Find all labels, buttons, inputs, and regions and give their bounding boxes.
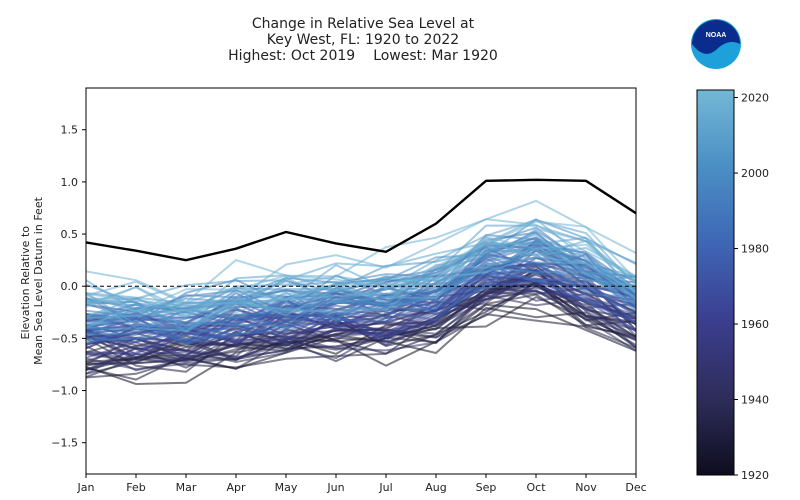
x-tick-label: Jun <box>326 481 344 494</box>
x-tick-label: Mar <box>176 481 197 494</box>
y-axis-label-line-1: Elevation Relative to <box>19 226 32 340</box>
highest-label: Highest: Oct 2019 <box>228 48 356 64</box>
year-series-line <box>86 303 636 386</box>
colorbar <box>696 89 735 476</box>
series-layer <box>86 178 636 386</box>
plot-frame <box>85 87 637 475</box>
y-axis-label: Elevation Relative to Mean Sea Level Dat… <box>19 196 45 364</box>
colorbar-tick-label: 1960 <box>741 318 769 331</box>
x-tick-label: May <box>275 481 298 494</box>
year-series-line <box>86 240 636 330</box>
title-line-3: Highest: Oct 2019 Lowest: Mar 1920 <box>0 48 726 64</box>
chart-title: Change in Relative Sea Level at Key West… <box>0 16 726 64</box>
colorbar-tick-label: 2000 <box>741 167 769 180</box>
title-line-2: Key West, FL: 1920 to 2022 <box>266 32 460 48</box>
year-series-line <box>86 262 636 345</box>
noaa-logo-inner <box>692 20 740 54</box>
year-series-line <box>86 255 636 307</box>
title-line-1: Change in Relative Sea Level at <box>251 16 475 32</box>
colorbar-tick-label: 1980 <box>741 243 769 256</box>
y-tick-label: 0.0 <box>61 280 79 293</box>
x-tick-label: Aug <box>425 481 446 494</box>
x-tick-label: Apr <box>226 481 246 494</box>
y-axis-label-line-2: Mean Sea Level Datum in Feet <box>32 196 45 364</box>
record-high-series-line <box>86 178 636 262</box>
x-tick-label: Jul <box>378 481 392 494</box>
year-series-line <box>86 218 636 312</box>
year-series-line <box>86 283 636 358</box>
colorbar-axis: 1920 1940 1960 1980 2000 2020 <box>734 92 769 482</box>
colorbar-tick-label: 1940 <box>741 394 769 407</box>
y-tick-label: 0.5 <box>61 228 79 241</box>
noaa-logo-text: NOAA <box>706 32 727 39</box>
y-tick-label: −0.5 <box>51 332 78 345</box>
colorbar-tick-label: 1920 <box>741 469 769 482</box>
y-tick-label: 1.5 <box>61 124 79 137</box>
year-series-line <box>86 199 636 304</box>
noaa-logo-icon: NOAA <box>691 19 741 69</box>
x-tick-label: Feb <box>126 481 145 494</box>
x-tick-label: Jan <box>77 481 95 494</box>
x-axis: Jan Feb Mar Apr May Jun Jul Aug Sep Oct Nov Dec <box>77 474 647 494</box>
y-tick-label: −1.5 <box>51 437 78 450</box>
lowest-label: Lowest: Mar 1920 <box>373 48 498 64</box>
colorbar-tick-label: 2020 <box>741 92 769 105</box>
x-tick-label: Dec <box>625 481 646 494</box>
x-tick-label: Oct <box>526 481 546 494</box>
y-tick-label: −1.0 <box>51 385 78 398</box>
x-tick-label: Sep <box>476 481 497 494</box>
year-series-line <box>86 220 636 313</box>
y-tick-label: 1.0 <box>61 176 79 189</box>
y-axis: −1.5 −1.0 −0.5 0.0 0.5 1.0 1.5 <box>51 124 86 450</box>
x-tick-label: Nov <box>575 481 597 494</box>
